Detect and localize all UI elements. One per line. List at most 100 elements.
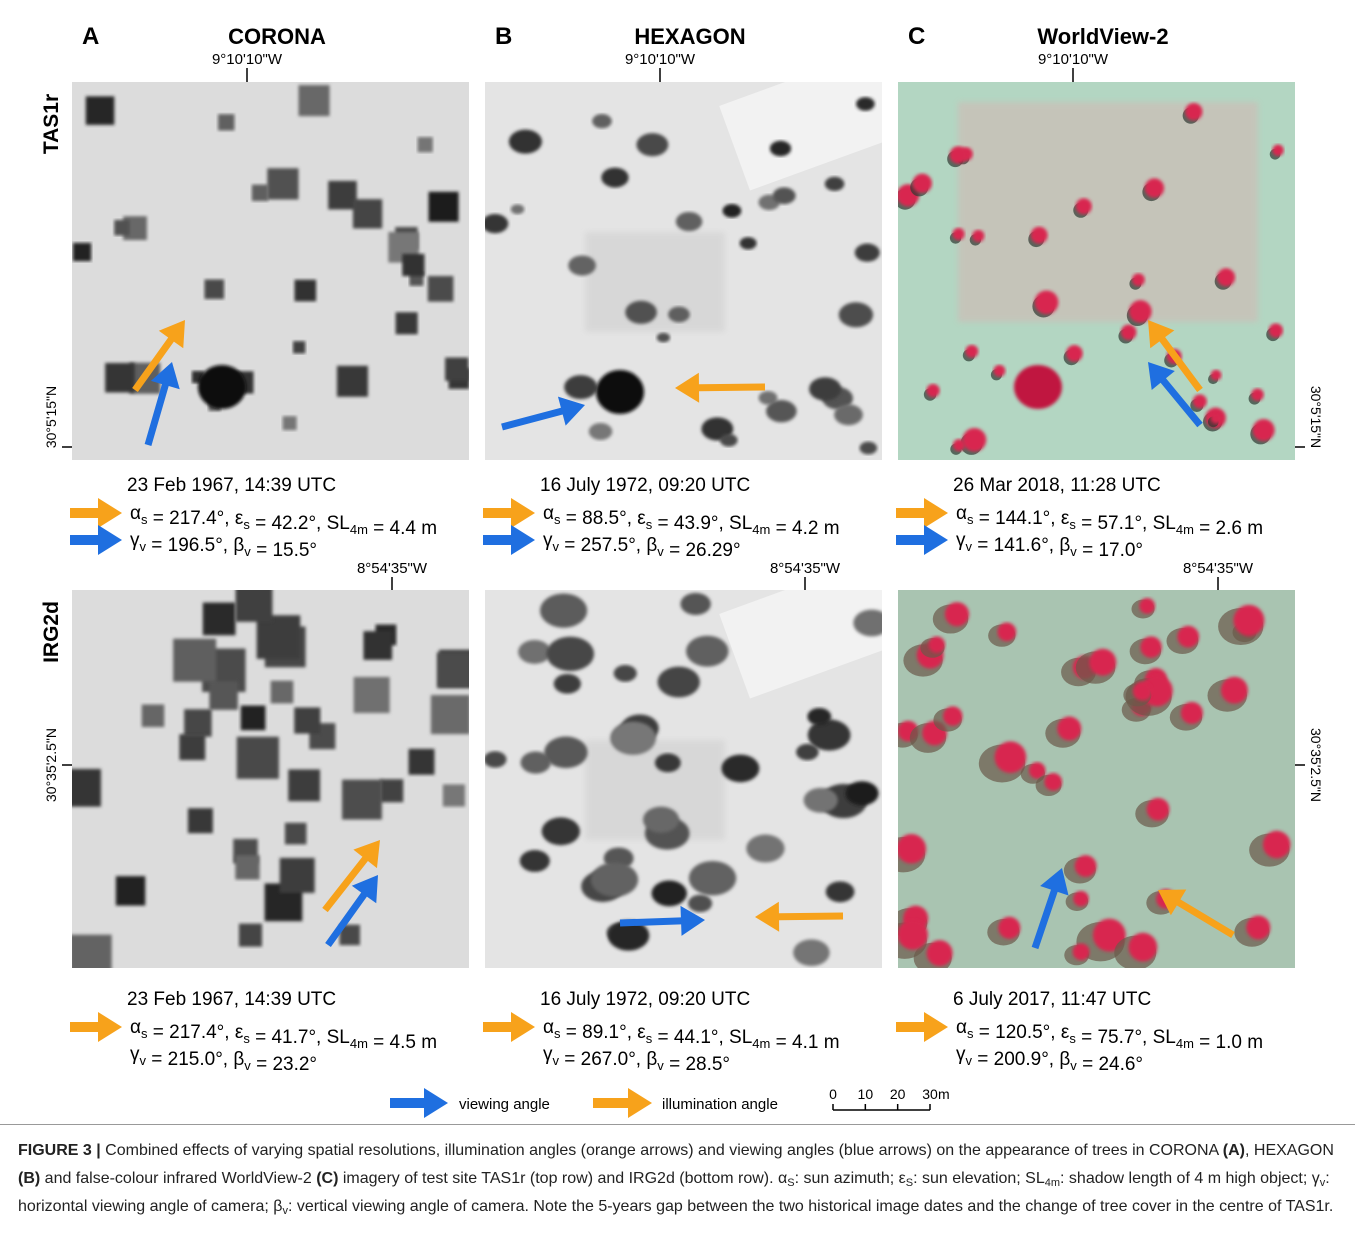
caption-text: imagery of test site TAS1r (top row) and… (338, 1170, 787, 1187)
tree (1147, 798, 1170, 821)
scale-tick-label: 30 (922, 1086, 938, 1102)
satellite-image (895, 82, 1295, 460)
text-part: = 144.1°, ε (973, 508, 1069, 529)
tree (807, 708, 831, 725)
tree (188, 808, 213, 833)
tree (235, 855, 259, 879)
text-part: α (956, 1017, 967, 1038)
text-part: = 1.0 m (1194, 1032, 1263, 1053)
tree (913, 174, 932, 193)
legend-label: viewing angle (459, 1096, 550, 1113)
tree (105, 363, 134, 392)
tree (1057, 717, 1081, 741)
big-tree (198, 365, 246, 409)
tree (845, 781, 878, 805)
tree (1132, 273, 1145, 286)
tree (184, 709, 211, 736)
tree (839, 302, 873, 327)
tree (804, 788, 838, 813)
sun-angles: αs = 88.5°, εs = 43.9°, SL4m = 4.2 m (543, 503, 840, 539)
tree (796, 744, 819, 760)
tree (1272, 145, 1283, 156)
view-angles: γv = 215.0°, βv = 23.2° (130, 1044, 317, 1075)
subscript: 4m (350, 1036, 368, 1051)
tree (591, 862, 638, 896)
tree (204, 279, 224, 299)
tree (766, 400, 797, 422)
page: { "columns": [ {"letter": "A", "title": … (0, 0, 1355, 1250)
text-part: = 88.5°, ε (560, 508, 646, 529)
text-part: = 217.4°, ε (147, 508, 243, 529)
tree (542, 817, 580, 845)
tree (1251, 388, 1264, 401)
text-part: = 200.9°, β (972, 1049, 1070, 1070)
arrow (390, 1088, 448, 1118)
text-part: = 41.7°, SL (250, 1027, 350, 1048)
tree (1193, 394, 1207, 408)
subscript: 4m (752, 1036, 770, 1051)
latitude-label: 30°5'15"N (1308, 386, 1324, 448)
tree (142, 705, 164, 727)
tree (1246, 916, 1270, 940)
tree (203, 603, 236, 636)
tree (1031, 227, 1048, 244)
row-label: TAS1r (40, 94, 63, 154)
tree (927, 940, 953, 966)
panel-letter: B (495, 23, 512, 50)
satellite-image (63, 585, 475, 977)
text-part: = 28.5° (664, 1054, 730, 1075)
arrow (70, 525, 122, 555)
text-part: γ (130, 1044, 140, 1065)
tree (431, 695, 470, 734)
column-title: CORONA (228, 24, 326, 49)
longitude-label: 9°10'10"W (1038, 51, 1109, 68)
text-part: α (130, 1017, 141, 1038)
tree (723, 204, 742, 218)
tree (809, 377, 841, 400)
tree (721, 755, 759, 783)
text-part: γ (956, 530, 966, 551)
tree (720, 434, 738, 447)
subscript: 4m (350, 522, 368, 537)
tree (770, 141, 791, 156)
tree (855, 244, 880, 262)
tree (568, 255, 596, 275)
tree (1129, 933, 1158, 962)
arrow (483, 498, 535, 528)
panel-letter: A (82, 23, 99, 50)
image-date: 6 July 2017, 11:47 UTC (953, 989, 1151, 1010)
tree (428, 276, 454, 302)
column-title: WorldView-2 (1037, 24, 1168, 49)
image-date: 26 Mar 2018, 11:28 UTC (953, 475, 1161, 496)
longitude-label: 8°54'35"W (1183, 560, 1254, 577)
longitude-label: 8°54'35"W (357, 560, 428, 577)
tree (856, 97, 875, 111)
tree (293, 341, 305, 353)
tree (554, 674, 581, 694)
caption-text: S (787, 1177, 794, 1189)
scale-tick-label: 20 (890, 1086, 906, 1102)
sun-angles: αs = 120.5°, εs = 75.7°, SL4m = 1.0 m (956, 1017, 1263, 1053)
satellite-image (484, 556, 910, 968)
arrow (896, 525, 948, 555)
tree (409, 749, 435, 775)
tree (354, 677, 390, 713)
caption-text: : sun elevation; SL (913, 1170, 1045, 1187)
tree (860, 442, 878, 455)
tree (1253, 419, 1275, 441)
tree (686, 636, 729, 667)
longitude-label: 9°10'10"W (212, 51, 283, 68)
tree (926, 384, 939, 397)
caption-text: S (906, 1177, 913, 1189)
tree (945, 602, 969, 626)
caption-text: : sun azimuth; ε (795, 1170, 906, 1187)
tree (209, 681, 237, 709)
text-part: = 141.6°, β (972, 535, 1070, 556)
tree (1269, 323, 1283, 337)
satellite-image (72, 82, 469, 460)
scale-tick-label: 0 (829, 1086, 837, 1102)
text-part: = 120.5°, ε (973, 1022, 1069, 1043)
row-label: IRG2d (40, 601, 63, 663)
tree (547, 637, 594, 672)
text-part: α (956, 503, 967, 524)
